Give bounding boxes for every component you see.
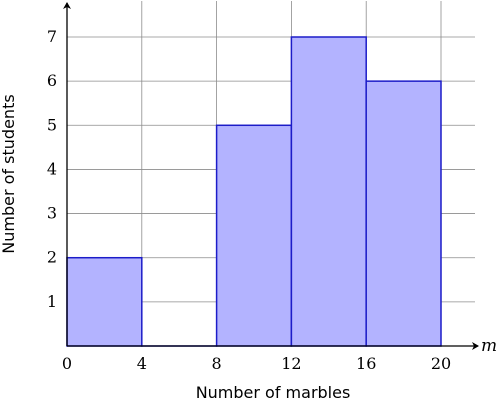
x-tick-label: 16 (356, 354, 376, 373)
histogram-bar (365, 80, 442, 347)
x-tick-label: 0 (62, 354, 72, 373)
histogram-bar (215, 124, 293, 347)
x-tick-label: 4 (137, 354, 147, 373)
x-tick-label: 12 (281, 354, 301, 373)
y-tick-label: 7 (47, 27, 57, 46)
y-axis-title: Number of students (0, 94, 18, 253)
y-tick-label: 2 (47, 248, 57, 267)
x-axis-variable: m (481, 336, 497, 356)
bars (66, 36, 442, 347)
y-tick-label: 5 (47, 115, 57, 134)
y-tick-labels: 1 2 3 4 5 6 7 (47, 27, 57, 311)
x-tick-labels: 0 4 8 12 16 20 (62, 354, 451, 373)
histogram-bar (290, 36, 367, 347)
y-tick-label: 4 (47, 159, 57, 178)
axes (63, 2, 479, 350)
y-tick-label: 3 (47, 204, 57, 223)
x-tick-label: 20 (431, 354, 451, 373)
y-tick-label: 6 (47, 71, 57, 90)
x-tick-label: 8 (212, 354, 222, 373)
y-tick-label: 1 (47, 292, 57, 311)
histogram-bar (66, 256, 143, 347)
x-axis-title: Number of marbles (196, 383, 351, 402)
